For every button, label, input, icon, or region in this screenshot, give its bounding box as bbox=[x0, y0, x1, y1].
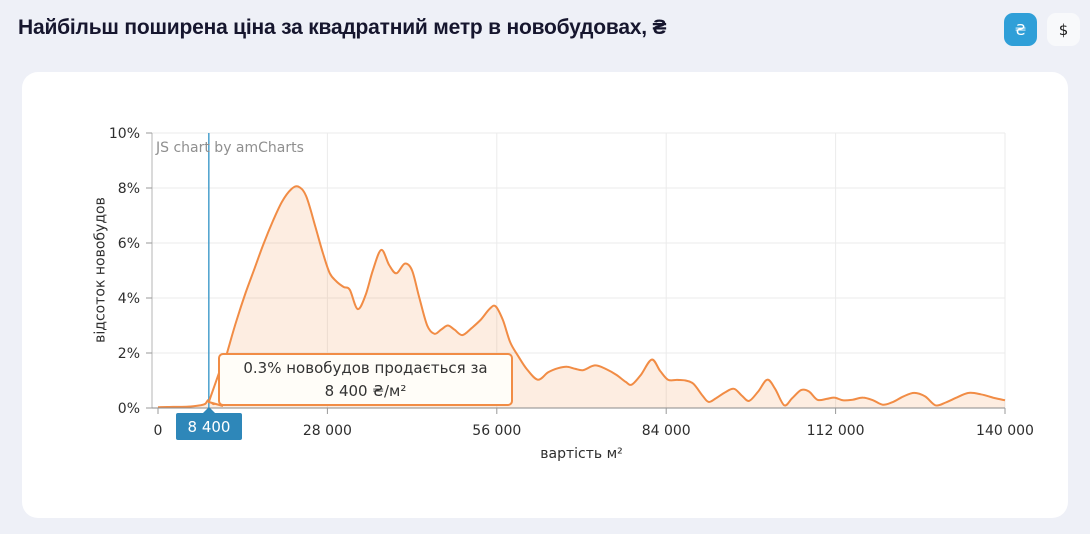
y-tick-label: 0% bbox=[118, 401, 140, 417]
x-tick-label: 0 bbox=[154, 423, 163, 439]
tooltip-line1: 0.3% новобудов продається за bbox=[243, 358, 488, 377]
x-tick-label: 56 000 bbox=[472, 423, 521, 439]
area-fill bbox=[158, 186, 1005, 408]
y-tick-label: 4% bbox=[118, 291, 140, 307]
page-title: Найбільш поширена ціна за квадратний мет… bbox=[18, 16, 667, 39]
chart-tooltip: 0.3% новобудов продається за 8 400 ₴/м² bbox=[218, 353, 513, 406]
page-header: Найбільш поширена ціна за квадратний мет… bbox=[0, 0, 1090, 62]
y-tick-label: 6% bbox=[118, 236, 140, 252]
cursor-value-badge: 8 400 bbox=[176, 407, 242, 440]
x-tick-label: 84 000 bbox=[642, 423, 691, 439]
currency-uah-button[interactable]: ₴ bbox=[1004, 13, 1037, 46]
currency-usd-button[interactable]: $ bbox=[1047, 13, 1080, 46]
x-tick-label: 112 000 bbox=[807, 423, 865, 439]
x-tick-label: 140 000 bbox=[976, 423, 1034, 439]
y-axis-title: відсоток новобудов bbox=[92, 197, 109, 343]
distribution-area-chart[interactable]: 0% 2% 4% 6% 8% 10% 0 28 000 56 000 84 000 112 000 1… bbox=[22, 72, 1068, 518]
x-axis-title: вартість м² bbox=[540, 446, 623, 462]
y-tick-label: 8% bbox=[118, 181, 140, 197]
x-tick-label: 28 000 bbox=[303, 423, 352, 439]
y-tick-label: 2% bbox=[118, 346, 140, 362]
series-line bbox=[157, 185, 1006, 409]
amcharts-watermark[interactable]: JS chart by amCharts bbox=[156, 140, 304, 156]
tooltip-line2: 8 400 ₴/м² bbox=[324, 381, 407, 400]
chart-card: 0% 2% 4% 6% 8% 10% 0 28 000 56 000 84 000 112 000 1… bbox=[22, 72, 1068, 518]
currency-toggle: ₴ $ bbox=[1004, 13, 1080, 46]
y-tick-label: 10% bbox=[109, 126, 140, 142]
